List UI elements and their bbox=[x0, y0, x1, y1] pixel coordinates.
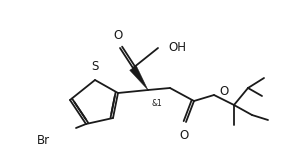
Text: S: S bbox=[91, 60, 99, 73]
Text: O: O bbox=[113, 29, 123, 42]
Text: Br: Br bbox=[37, 133, 50, 146]
Polygon shape bbox=[130, 66, 148, 90]
Text: O: O bbox=[179, 129, 189, 142]
Text: OH: OH bbox=[168, 41, 186, 53]
Text: &1: &1 bbox=[152, 99, 163, 108]
Text: O: O bbox=[219, 85, 228, 98]
